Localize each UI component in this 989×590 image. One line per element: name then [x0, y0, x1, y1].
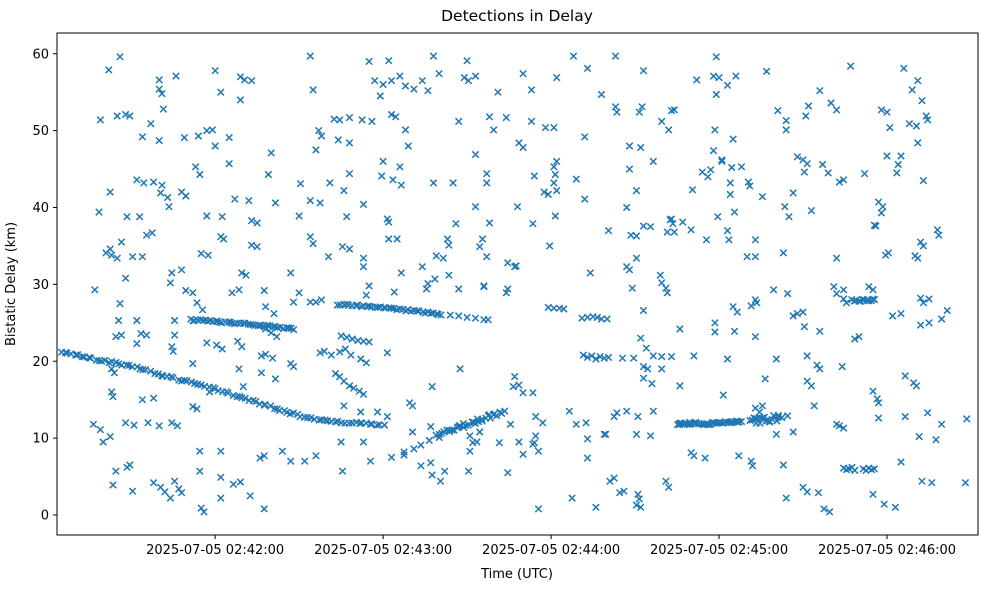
- scatter-marker-layer: [57, 52, 971, 516]
- x-tick-label: 2025-07-05 02:42:00: [146, 543, 284, 558]
- y-tick-label: 0: [41, 509, 49, 524]
- x-tick-label: 2025-07-05 02:45:00: [650, 543, 788, 558]
- scatter-points-background: [89, 52, 971, 516]
- x-axis-label: Time (UTC): [480, 567, 553, 582]
- chart-title: Detections in Delay: [441, 7, 593, 25]
- plot-area-spines: [56, 32, 979, 536]
- axes-layer: 2025-07-05 02:42:00 2025-07-05 02:43:00 20…: [32, 32, 979, 558]
- x-tick-label: 2025-07-05 02:44:00: [482, 543, 620, 558]
- y-tick-label: 40: [32, 201, 49, 216]
- scatter-points-track-descending-main: [57, 348, 389, 429]
- scatter-points-cluster-28km: [848, 295, 879, 306]
- y-axis-label: Bistatic Delay (km): [4, 222, 19, 346]
- y-tick-label: 20: [32, 355, 49, 370]
- x-tick-label: 2025-07-05 02:43:00: [314, 543, 452, 558]
- scatter-points-track-12km-blob: [746, 411, 786, 427]
- y-tick-label: 10: [32, 432, 49, 447]
- y-tick-label: 50: [32, 124, 49, 139]
- scatter-points-track-ascending: [432, 407, 509, 442]
- scatter-points-track-25km: [187, 315, 298, 334]
- scatter-points-track-27km: [333, 300, 445, 319]
- y-tick-label: 30: [32, 278, 49, 293]
- x-tick-label: 2025-07-05 02:46:00: [818, 543, 956, 558]
- y-tick-label: 60: [32, 47, 49, 62]
- scatter-points-track-12km-flat: [673, 417, 746, 429]
